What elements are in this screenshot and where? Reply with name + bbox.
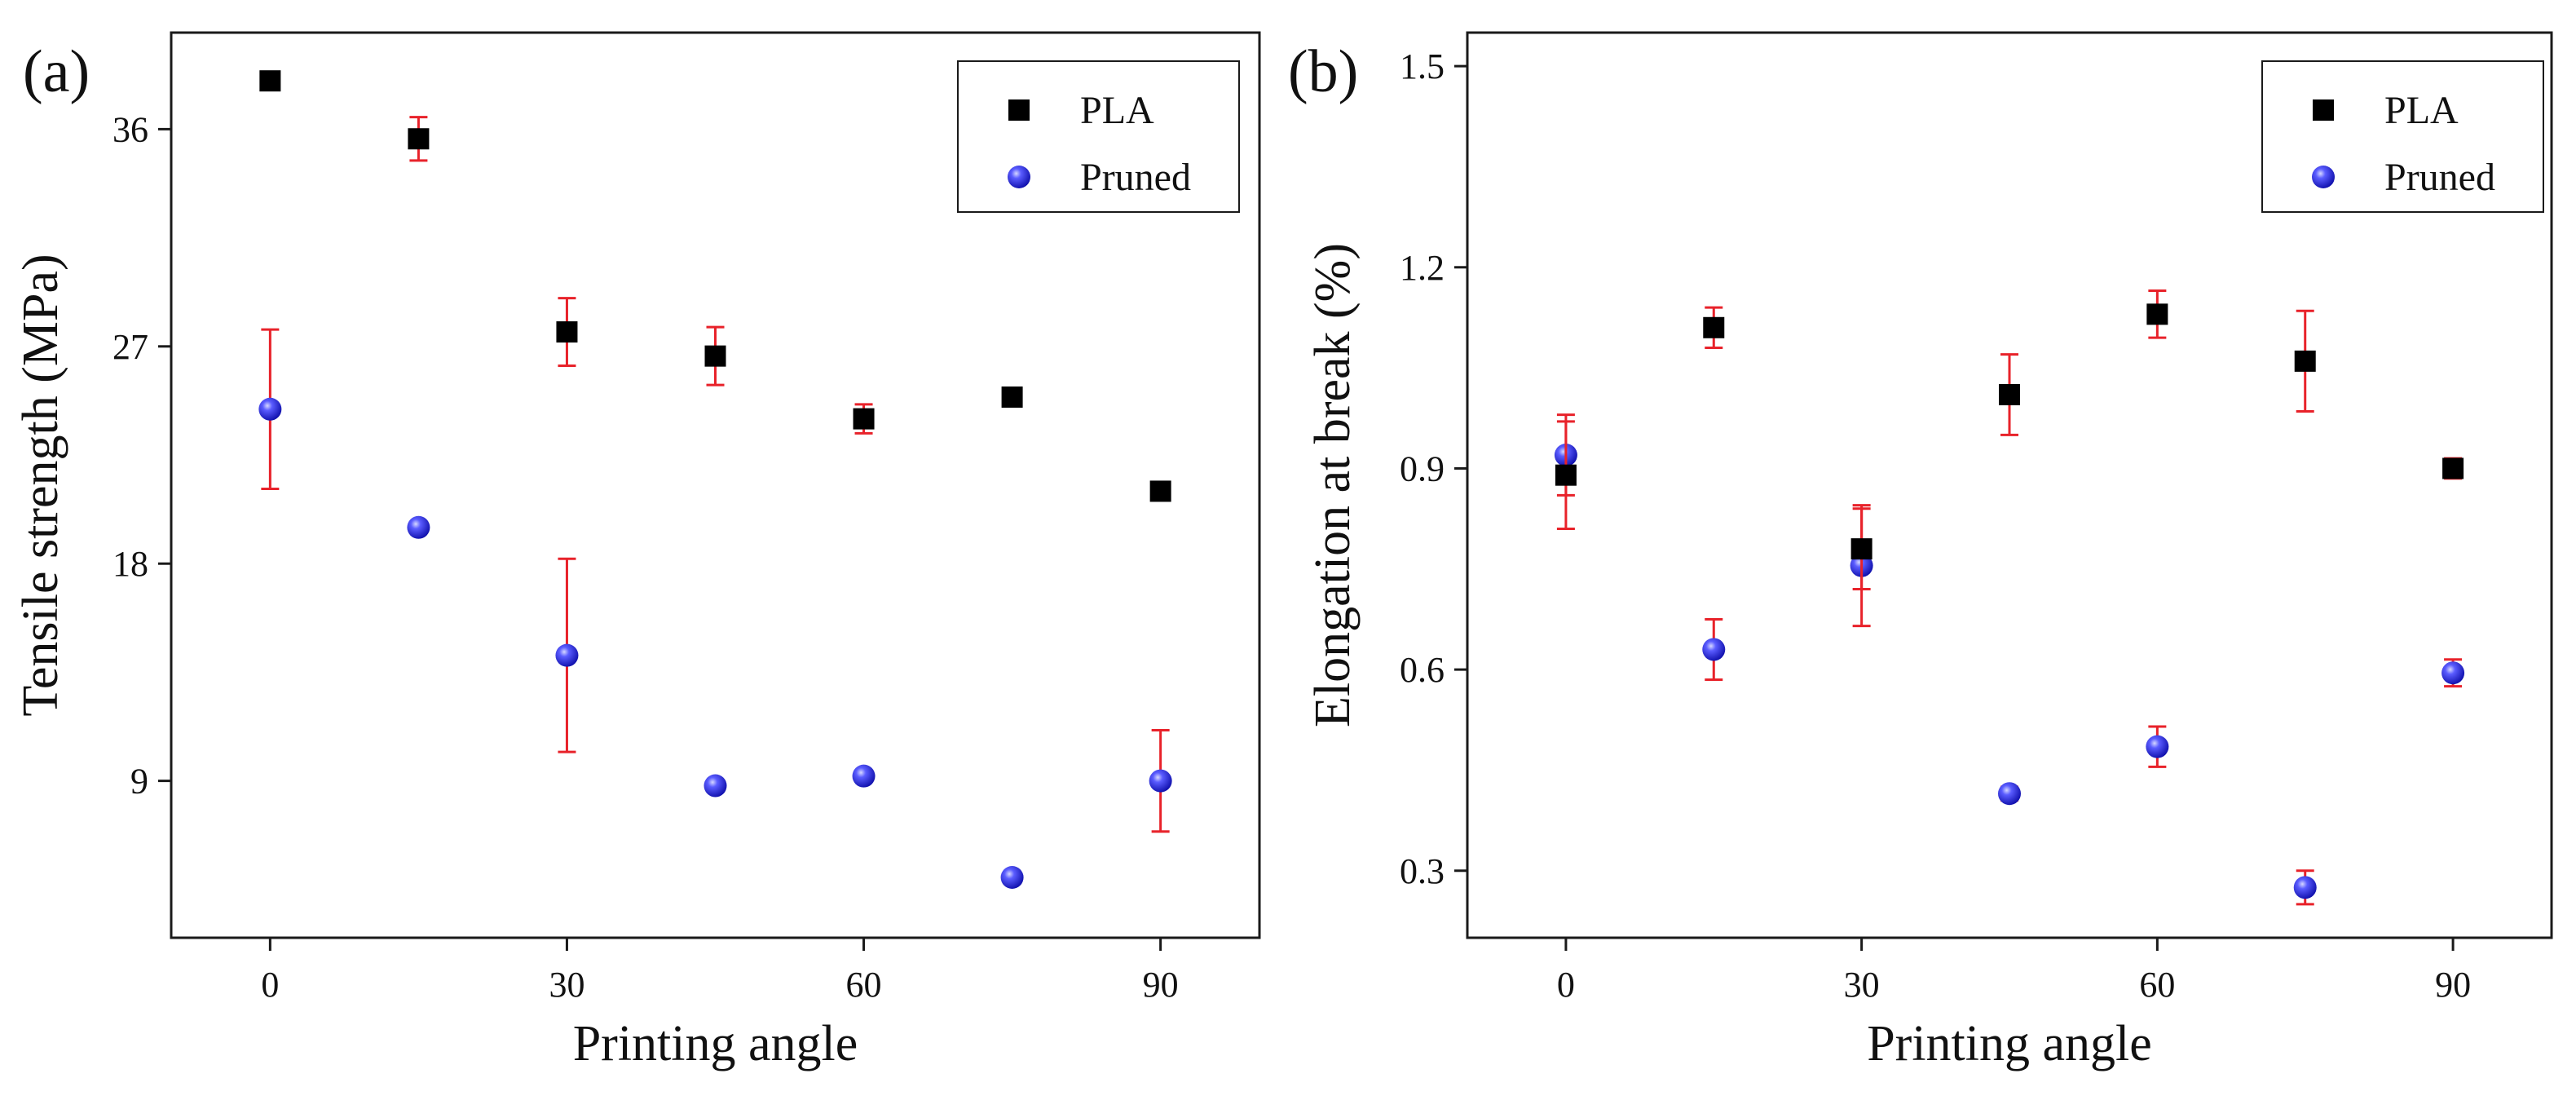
data-point-pruned xyxy=(852,764,876,788)
chart-panel-a: (a) 0 30 60 90 9 18 27 36 Printing angle Tensile s… xyxy=(13,31,1261,1071)
x-tick-label: 0 xyxy=(261,965,279,1005)
series-pruned xyxy=(1554,413,2465,906)
data-point-pruned xyxy=(2146,735,2169,758)
y-tick-label: 36 xyxy=(112,109,148,149)
data-point-pla xyxy=(704,345,726,367)
data-point-pla xyxy=(2442,457,2464,479)
y-tick-label: 9 xyxy=(130,762,148,802)
chart-panel-b: (b) 0 30 60 90 0.3 0.6 0.9 1.2 1.5 Printing angle E… xyxy=(1288,31,2553,1071)
legend-label-pla: PLA xyxy=(2384,89,2459,132)
x-axis-title: Printing angle xyxy=(1867,1016,2152,1071)
data-point-pruned xyxy=(258,397,282,421)
data-point-pruned xyxy=(407,515,430,539)
data-point-pla xyxy=(408,128,430,150)
panel-label: (a) xyxy=(23,38,90,105)
data-point-pruned xyxy=(555,643,579,667)
y-tick-label: 0.3 xyxy=(1400,851,1445,891)
y-axis-title: Tensile strength (MPa) xyxy=(13,254,68,716)
series-pla xyxy=(259,70,1171,502)
data-point-pla xyxy=(1850,538,1872,560)
legend-marker-pruned xyxy=(1008,166,1030,188)
legend-box xyxy=(2261,60,2544,213)
data-point-pruned xyxy=(1702,638,1726,661)
legend-box xyxy=(957,60,1240,213)
data-point-pruned xyxy=(1998,782,2021,806)
x-axis-title: Printing angle xyxy=(573,1016,858,1071)
data-point-pla xyxy=(2294,350,2316,372)
legend-marker-pruned xyxy=(2312,166,2335,188)
legend: PLA Pruned xyxy=(2261,60,2544,213)
x-tick-label: 30 xyxy=(1844,965,1880,1005)
data-point-pla xyxy=(2146,303,2168,325)
y-axis-title: Elongation at break (%) xyxy=(1305,243,1361,727)
y-tick-label: 27 xyxy=(112,327,148,367)
x-tick-label: 30 xyxy=(549,965,584,1005)
data-point-pla xyxy=(1001,386,1023,408)
data-point-pla xyxy=(1555,464,1577,486)
y-tick-label: 0.9 xyxy=(1400,448,1445,488)
y-tick-label: 1.2 xyxy=(1400,248,1445,288)
data-point-pla xyxy=(1999,384,2020,405)
data-point-pruned xyxy=(1149,769,1172,793)
data-point-pla xyxy=(259,70,281,92)
series-pruned xyxy=(258,328,1172,889)
legend-label-pruned: Pruned xyxy=(2384,156,2495,199)
series-pla xyxy=(1555,289,2464,590)
data-point-pla xyxy=(556,321,578,343)
legend-label-pruned: Pruned xyxy=(1080,156,1191,199)
data-point-pla xyxy=(1149,480,1171,502)
plot-frame xyxy=(1466,31,2553,939)
x-tick-label: 90 xyxy=(2435,965,2471,1005)
legend-label-pla: PLA xyxy=(1080,89,1154,132)
x-tick-label: 60 xyxy=(2139,965,2175,1005)
data-point-pruned xyxy=(704,774,727,798)
x-tick-label: 0 xyxy=(1557,965,1575,1005)
legend-marker-pla xyxy=(2313,99,2334,121)
y-tick-label: 1.5 xyxy=(1400,46,1445,86)
y-tick-label: 0.6 xyxy=(1400,650,1445,690)
x-tick-label: 90 xyxy=(1143,965,1179,1005)
legend: PLA Pruned xyxy=(957,60,1240,213)
data-point-pla xyxy=(1703,316,1725,338)
data-point-pruned xyxy=(2441,661,2465,685)
plot-frame xyxy=(170,31,1261,939)
data-point-pla xyxy=(853,408,875,430)
y-tick-label: 18 xyxy=(112,544,148,584)
data-point-pruned xyxy=(2293,876,2317,899)
legend-marker-pla xyxy=(1008,99,1030,121)
panel-label: (b) xyxy=(1288,38,1358,105)
data-point-pruned xyxy=(1000,866,1024,889)
x-tick-label: 60 xyxy=(846,965,882,1005)
